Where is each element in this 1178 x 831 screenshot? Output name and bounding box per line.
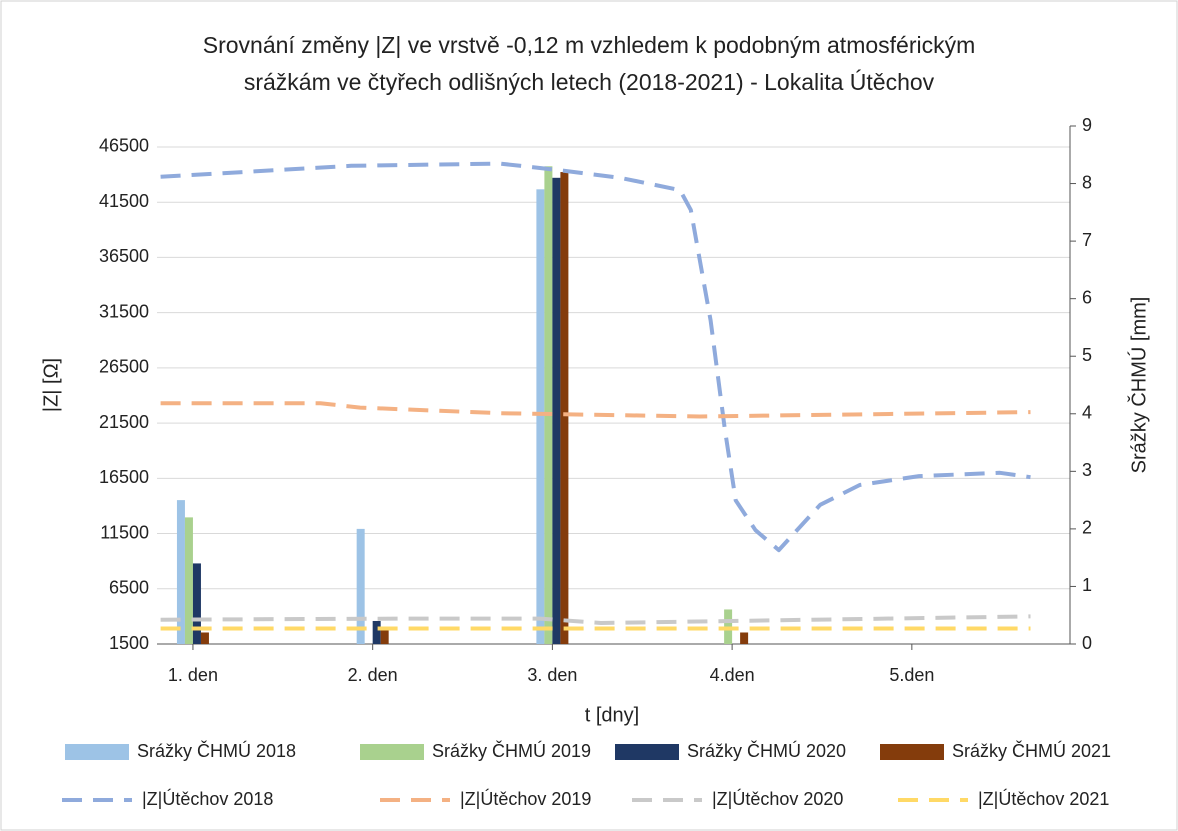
y2-tick-label: 6 xyxy=(1082,287,1092,307)
legend-label: |Z|Útěchov 2018 xyxy=(142,788,273,809)
bar xyxy=(184,517,193,644)
y-tick-label: 36500 xyxy=(99,246,149,266)
y-tick-label: 6500 xyxy=(109,578,149,598)
legend-label: Srážky ČHMÚ 2018 xyxy=(137,740,296,761)
legend-swatch xyxy=(615,744,679,760)
x-tick-label: 5.den xyxy=(889,665,934,685)
y-tick-label: 16500 xyxy=(99,467,149,487)
y2-tick-label: 5 xyxy=(1082,345,1092,365)
x-tick-label: 1. den xyxy=(168,665,218,685)
y2-axis-title: Srážky ČHMÚ [mm] xyxy=(1127,297,1150,474)
bar xyxy=(192,563,201,644)
line xyxy=(160,614,1031,625)
legend-label: Srážky ČHMÚ 2019 xyxy=(432,740,591,761)
y-tick-label: 31500 xyxy=(99,301,149,321)
y-tick-label: 46500 xyxy=(99,136,149,156)
y2-tick-label: 4 xyxy=(1082,403,1092,423)
bar xyxy=(544,166,553,645)
legend-label: |Z|Útěchov 2021 xyxy=(978,788,1109,809)
legend-label: Srážky ČHMÚ 2021 xyxy=(952,740,1111,761)
line xyxy=(160,401,1031,419)
legend-label: Srážky ČHMÚ 2020 xyxy=(687,740,846,761)
bar xyxy=(200,632,209,644)
bar xyxy=(552,177,561,645)
bar xyxy=(372,620,381,644)
legend-label: |Z|Útěchov 2020 xyxy=(712,788,843,809)
chart-title: srážkám ve čtyřech odlišných letech (201… xyxy=(244,69,935,95)
y2-tick-label: 1 xyxy=(1082,575,1092,595)
bar xyxy=(560,172,569,645)
y-tick-label: 26500 xyxy=(99,357,149,377)
y2-tick-label: 0 xyxy=(1082,633,1092,653)
line xyxy=(160,161,1031,553)
legend-swatch xyxy=(360,744,424,760)
legend-swatch xyxy=(880,744,944,760)
bar xyxy=(536,189,545,645)
y-tick-label: 21500 xyxy=(99,412,149,432)
legend-swatch xyxy=(65,744,129,760)
chart-title: Srovnání změny |Z| ve vrstvě -0,12 m vzh… xyxy=(203,32,976,58)
y2-tick-label: 2 xyxy=(1082,518,1092,538)
bar xyxy=(740,632,749,644)
y-axis-title: |Z| [Ω] xyxy=(40,358,62,412)
legend-label: |Z|Útěchov 2019 xyxy=(460,788,591,809)
y2-tick-label: 3 xyxy=(1082,460,1092,480)
bar xyxy=(176,500,185,644)
x-tick-label: 2. den xyxy=(348,665,398,685)
y2-tick-label: 8 xyxy=(1082,172,1092,192)
x-tick-label: 3. den xyxy=(527,665,577,685)
y-tick-label: 1500 xyxy=(109,633,149,653)
y-tick-label: 41500 xyxy=(99,191,149,211)
bar xyxy=(356,528,365,644)
y2-tick-label: 7 xyxy=(1082,230,1092,250)
bar xyxy=(380,626,389,644)
y-tick-label: 11500 xyxy=(100,522,149,542)
y2-tick-label: 9 xyxy=(1082,115,1092,135)
x-tick-label: 4.den xyxy=(710,665,755,685)
x-axis-title: t [dny] xyxy=(585,704,639,726)
